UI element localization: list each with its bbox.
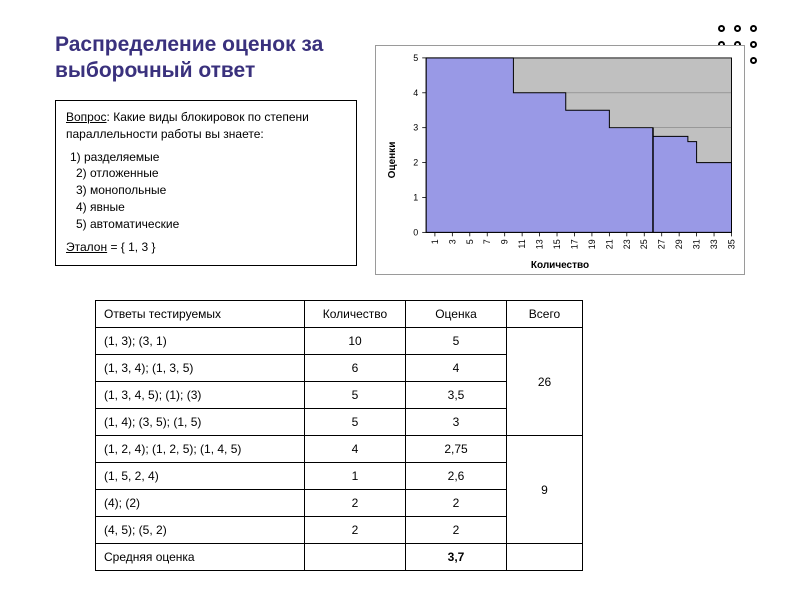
- svg-text:17: 17: [569, 239, 579, 249]
- table-row: (1, 3); (3, 1)10526: [96, 328, 583, 355]
- chart-xlabel: Количество: [376, 260, 744, 271]
- question-box: Вопрос: Какие виды блокировок по степени…: [55, 100, 357, 266]
- cell-avg-label: Средняя оценка: [96, 544, 305, 571]
- cell-answers: (1, 3, 4); (1, 3, 5): [96, 355, 305, 382]
- cell-score: 5: [406, 328, 507, 355]
- cell-answers: (1, 5, 2, 4): [96, 463, 305, 490]
- svg-text:5: 5: [413, 53, 418, 63]
- cell-score: 3: [406, 409, 507, 436]
- cell-total: 9: [507, 436, 583, 544]
- slide-title: Распределение оценок за выборочный ответ: [55, 32, 375, 85]
- cell-qty: 2: [305, 517, 406, 544]
- cell-qty: 5: [305, 382, 406, 409]
- cell-avg-empty: [305, 544, 406, 571]
- chart-svg: 0123451357911131517192123252729313335: [376, 46, 744, 274]
- svg-text:33: 33: [709, 239, 719, 249]
- cell-score: 2: [406, 490, 507, 517]
- table-body: (1, 3); (3, 1)10526(1, 3, 4); (1, 3, 5)6…: [96, 328, 583, 571]
- table-row: (1, 2, 4); (1, 2, 5); (1, 4, 5)42,759: [96, 436, 583, 463]
- cell-score: 4: [406, 355, 507, 382]
- svg-text:2: 2: [413, 158, 418, 168]
- option-2: 2) отложенные: [70, 165, 346, 182]
- cell-avg-empty2: [507, 544, 583, 571]
- chart-ylabel: Оценки: [387, 142, 398, 179]
- svg-text:19: 19: [587, 239, 597, 249]
- svg-text:27: 27: [657, 239, 667, 249]
- svg-text:29: 29: [674, 239, 684, 249]
- cell-qty: 4: [305, 436, 406, 463]
- th-answers: Ответы тестируемых: [96, 301, 305, 328]
- cell-qty: 10: [305, 328, 406, 355]
- cell-total: 26: [507, 328, 583, 436]
- chart-container: 0123451357911131517192123252729313335 Оц…: [375, 45, 745, 275]
- svg-text:15: 15: [552, 239, 562, 249]
- svg-text:1: 1: [413, 192, 418, 202]
- svg-text:0: 0: [413, 227, 418, 237]
- cell-score: 3,5: [406, 382, 507, 409]
- cell-qty: 1: [305, 463, 406, 490]
- th-total: Всего: [507, 301, 583, 328]
- cell-qty: 6: [305, 355, 406, 382]
- option-5: 5) автоматические: [70, 216, 346, 233]
- svg-text:4: 4: [413, 88, 418, 98]
- option-3: 3) монопольные: [70, 182, 346, 199]
- cell-answers: (1, 3, 4, 5); (1); (3): [96, 382, 305, 409]
- svg-text:13: 13: [535, 239, 545, 249]
- table-row-average: Средняя оценка 3,7: [96, 544, 583, 571]
- svg-text:5: 5: [465, 239, 475, 244]
- th-score: Оценка: [406, 301, 507, 328]
- cell-qty: 5: [305, 409, 406, 436]
- svg-text:21: 21: [604, 239, 614, 249]
- th-qty: Количество: [305, 301, 406, 328]
- cell-qty: 2: [305, 490, 406, 517]
- svg-text:3: 3: [413, 123, 418, 133]
- svg-text:11: 11: [517, 239, 527, 248]
- cell-answers: (4, 5); (5, 2): [96, 517, 305, 544]
- cell-answers: (1, 4); (3, 5); (1, 5): [96, 409, 305, 436]
- results-table: Ответы тестируемых Количество Оценка Все…: [95, 300, 583, 571]
- cell-avg-value: 3,7: [406, 544, 507, 571]
- etalon-label: Эталон: [66, 240, 107, 254]
- svg-text:3: 3: [447, 239, 457, 244]
- svg-text:23: 23: [622, 239, 632, 249]
- option-4: 4) явные: [70, 199, 346, 216]
- question-options: 1) разделяемые 2) отложенные 3) монополь…: [66, 149, 346, 233]
- cell-answers: (1, 2, 4); (1, 2, 5); (1, 4, 5): [96, 436, 305, 463]
- question-label: Вопрос: [66, 110, 107, 124]
- etalon-line: Эталон = { 1, 3 }: [66, 239, 346, 256]
- cell-answers: (4); (2): [96, 490, 305, 517]
- cell-answers: (1, 3); (3, 1): [96, 328, 305, 355]
- table-header-row: Ответы тестируемых Количество Оценка Все…: [96, 301, 583, 328]
- cell-score: 2,75: [406, 436, 507, 463]
- svg-text:1: 1: [430, 239, 440, 244]
- cell-score: 2,6: [406, 463, 507, 490]
- question-text: Вопрос: Какие виды блокировок по степени…: [66, 109, 346, 143]
- svg-text:35: 35: [726, 239, 736, 249]
- option-1: 1) разделяемые: [70, 149, 346, 166]
- svg-text:25: 25: [639, 239, 649, 249]
- svg-text:7: 7: [482, 239, 492, 244]
- svg-text:31: 31: [692, 239, 702, 249]
- svg-text:9: 9: [500, 239, 510, 244]
- cell-score: 2: [406, 517, 507, 544]
